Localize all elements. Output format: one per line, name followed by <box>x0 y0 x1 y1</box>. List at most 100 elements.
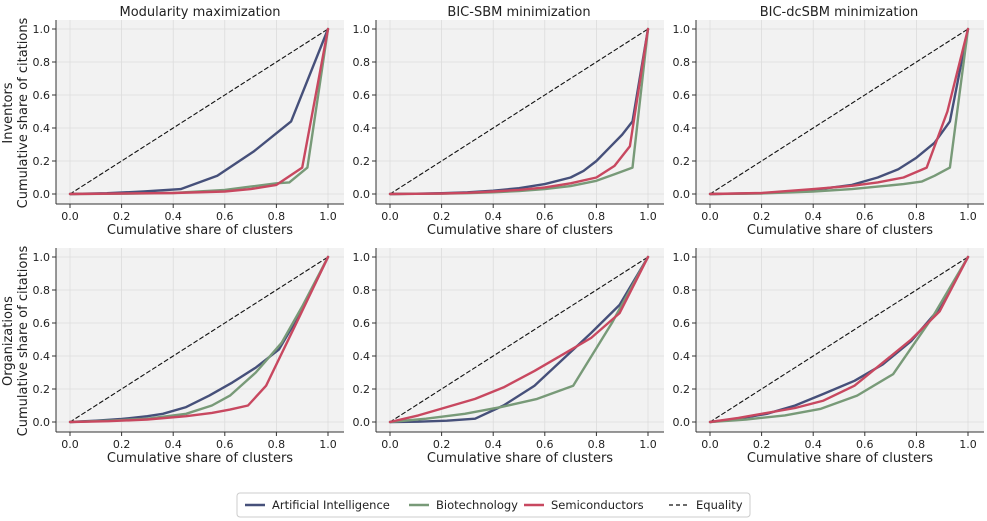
x-tick-label: 1.0 <box>959 438 977 451</box>
y-tick-label: 0.4 <box>673 122 691 135</box>
x-tick-label: 1.0 <box>319 210 337 223</box>
x-tick-label: 0.0 <box>61 210 79 223</box>
x-tick-label: 0.0 <box>381 210 399 223</box>
panel-0-1: 0.0 0.0 0.2 0.2 0.4 0.4 0.6 0.6 0.8 0.8 1.0 1.0 Cumu… <box>353 20 664 238</box>
y-tick-label: 0.8 <box>673 56 691 69</box>
y-tick-label: 0.2 <box>33 383 51 396</box>
plot-background <box>696 248 984 432</box>
y-tick-label: 0.6 <box>673 89 691 102</box>
series-line-semi <box>388 27 650 196</box>
y-tick-label: 1.0 <box>673 23 691 36</box>
column-title-modularity: Modularity maximization <box>119 5 280 20</box>
y-tick-label: 0.2 <box>673 383 691 396</box>
y-tick-label: 0.0 <box>33 188 51 201</box>
x-tick-label: 0.2 <box>433 210 451 223</box>
series-line-equality <box>389 256 649 423</box>
x-tick-label: 0.8 <box>908 438 926 451</box>
series-line-equality <box>389 28 649 195</box>
y-tick-label: 1.0 <box>33 23 51 36</box>
y-tick-label: 0.6 <box>33 317 51 330</box>
x-axis-label: Cumulative share of clusters <box>107 223 293 238</box>
series-line-semi <box>68 255 330 424</box>
y-tick-label: 0.6 <box>673 317 691 330</box>
y-tick-label: 0.2 <box>673 155 691 168</box>
y-tick-label: 0.8 <box>353 284 371 297</box>
x-tick-label: 0.4 <box>484 438 502 451</box>
legend-item-ai: Artificial Intelligence <box>245 498 390 512</box>
x-tick-label: 0.8 <box>268 210 286 223</box>
series-line-semi <box>388 255 650 424</box>
y-tick-label: 0.4 <box>353 350 371 363</box>
legend-label: Equality <box>696 498 743 512</box>
y-tick-label: 0.8 <box>353 56 371 69</box>
series-line-semi <box>708 255 970 424</box>
panel-0-0: 0.0 0.0 0.2 0.2 0.4 0.4 0.6 0.6 0.8 0.8 1.0 1.0 Cumu… <box>33 20 344 238</box>
x-tick-label: 0.2 <box>433 438 451 451</box>
row-label-organizations: Organizations <box>1 296 16 386</box>
panel-1-2: 0.0 0.0 0.2 0.2 0.4 0.4 0.6 0.6 0.8 0.8 1.0 1.0 Cumu… <box>673 248 984 466</box>
plot-background <box>56 248 344 432</box>
x-tick-label: 0.4 <box>804 210 822 223</box>
y-tick-label: 0.0 <box>33 416 51 429</box>
panel-1-0: 0.0 0.0 0.2 0.2 0.4 0.4 0.6 0.6 0.8 0.8 1.0 1.0 Cumu… <box>33 248 344 466</box>
y-tick-label: 0.4 <box>33 350 51 363</box>
x-tick-label: 0.4 <box>484 210 502 223</box>
y-tick-label: 0.0 <box>673 416 691 429</box>
series-line-equality <box>709 256 969 423</box>
x-tick-label: 0.4 <box>804 438 822 451</box>
y-tick-label: 0.4 <box>673 350 691 363</box>
x-tick-label: 0.6 <box>216 210 234 223</box>
row-label-inventors: Inventors <box>1 82 16 143</box>
x-tick-label: 0.8 <box>268 438 286 451</box>
series-line-equality <box>709 28 969 195</box>
y-tick-label: 1.0 <box>353 251 371 264</box>
x-axis-label: Cumulative share of clusters <box>747 223 933 238</box>
y-tick-label: 0.2 <box>33 155 51 168</box>
x-axis-label: Cumulative share of clusters <box>747 451 933 466</box>
series-line-bio <box>708 255 970 424</box>
x-axis-label: Cumulative share of clusters <box>427 451 613 466</box>
x-tick-label: 0.8 <box>588 210 606 223</box>
y-tick-label: 0.0 <box>353 416 371 429</box>
x-tick-label: 1.0 <box>959 210 977 223</box>
x-tick-label: 1.0 <box>639 210 657 223</box>
y-tick-label: 1.0 <box>673 251 691 264</box>
y-tick-label: 1.0 <box>33 251 51 264</box>
series-line-semi <box>68 27 330 196</box>
x-tick-label: 0.6 <box>856 438 874 451</box>
x-tick-label: 0.6 <box>536 210 554 223</box>
legend-item-semi: Semiconductors <box>524 498 644 512</box>
y-tick-label: 0.2 <box>353 383 371 396</box>
y-tick-label: 0.2 <box>353 155 371 168</box>
x-tick-label: 0.4 <box>164 210 182 223</box>
column-title-bic-sbm: BIC-SBM minimization <box>447 5 590 20</box>
legend-label: Biotechnology <box>436 498 518 512</box>
x-tick-label: 0.2 <box>753 210 771 223</box>
plot-background <box>696 20 984 204</box>
y-tick-label: 0.0 <box>673 188 691 201</box>
y-tick-label: 0.8 <box>673 284 691 297</box>
series-line-bio <box>388 255 650 424</box>
x-tick-label: 1.0 <box>319 438 337 451</box>
x-tick-label: 0.2 <box>113 438 131 451</box>
y-tick-label: 1.0 <box>353 23 371 36</box>
legend-item-equality: Equality <box>669 498 743 512</box>
row-label-inventors-axis: Cumulative share of citations <box>16 17 31 208</box>
x-tick-label: 0.0 <box>701 210 719 223</box>
plot-background <box>56 20 344 204</box>
series-line-equality <box>69 28 329 195</box>
plot-background <box>376 248 664 432</box>
y-tick-label: 0.8 <box>33 56 51 69</box>
x-tick-label: 0.2 <box>753 438 771 451</box>
y-tick-label: 0.6 <box>353 89 371 102</box>
x-tick-label: 0.0 <box>61 438 79 451</box>
y-tick-label: 0.8 <box>33 284 51 297</box>
legend-label: Semiconductors <box>551 498 644 512</box>
legend-item-bio: Biotechnology <box>409 498 518 512</box>
x-tick-label: 0.4 <box>164 438 182 451</box>
column-title-bic-dcsbm: BIC-dcSBM minimization <box>760 5 919 20</box>
y-tick-label: 0.6 <box>353 317 371 330</box>
row-label-organizations-axis: Cumulative share of citations <box>16 245 31 436</box>
plot-background <box>376 20 664 204</box>
